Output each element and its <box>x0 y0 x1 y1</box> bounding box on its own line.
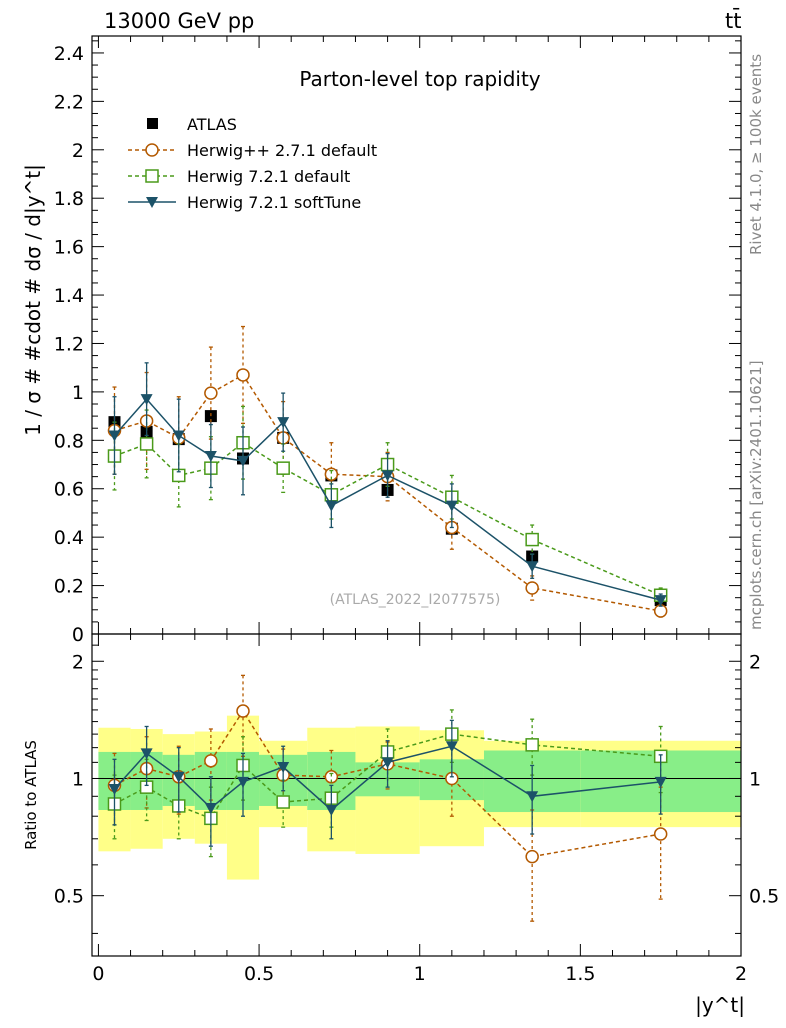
energy-label: 13000 GeV pp <box>104 9 254 33</box>
herwig7-default-point <box>139 437 154 451</box>
herwig7-softtune-point <box>325 500 338 512</box>
y-tick-label: 1 <box>72 382 84 404</box>
ratio-panel: 0.5 0.5 1 1 2 2 <box>54 633 779 957</box>
herwig7-default-ratio-point <box>276 795 290 809</box>
ratio-tick-label: 1 <box>72 768 84 790</box>
herwig7-default-ratio-point <box>525 738 539 752</box>
y-tick-label: 0 <box>72 624 84 646</box>
ratio-tick-label-right: 1 <box>749 768 761 790</box>
herwig7-softtune-point <box>445 500 458 512</box>
herwigpp-ratio-point <box>653 827 668 841</box>
y-tick-label: 2.2 <box>54 91 84 113</box>
legend-marker-herwig7 <box>145 169 159 183</box>
herwig7-softtune-ratio-point <box>325 804 338 816</box>
herwigpp-ratio-point <box>204 754 218 768</box>
herwig7-softtune-ratio-point <box>108 783 121 795</box>
y-tick-label: 0.4 <box>54 527 84 549</box>
y-axis-label: 1 / σ # #cdot # dσ / d|y^t| <box>21 164 45 436</box>
herwig7-softtune-point <box>140 394 153 406</box>
herwig7-softtune-point <box>277 417 290 429</box>
herwigpp-point <box>204 386 218 400</box>
herwigpp-ratio-point <box>236 704 250 718</box>
herwig7-softtune-ratio-point <box>654 776 667 788</box>
herwig7-softtune-point <box>204 451 217 463</box>
rivet-label: Rivet 4.1.0, ≥ 100k events <box>747 54 765 255</box>
ratio-frame <box>91 633 742 957</box>
x-tick-label: 0 <box>92 963 104 985</box>
herwig7-softtune-point <box>381 470 394 482</box>
legend-label-herwig7: Herwig 7.2.1 default <box>187 167 350 186</box>
herwig7-softtune-ratio-point <box>381 757 394 769</box>
y-tick-label: 0.8 <box>54 430 84 452</box>
legend: ATLAS Herwig++ 2.7.1 default Herwig 7.2.… <box>128 115 377 212</box>
y-tick-label: 1.8 <box>54 188 84 210</box>
y-tick-label: 1.2 <box>54 333 84 355</box>
herwigpp-point <box>525 581 539 595</box>
ratio-tick-label: 2 <box>72 651 84 673</box>
mcplots-label: mcplots.cern.ch [arXiv:2401.10621] <box>747 360 765 630</box>
herwig7-default-point <box>276 461 290 475</box>
chart-title: Parton-level top rapidity <box>299 67 540 91</box>
ratio-tick-label: 0.5 <box>54 886 84 908</box>
herwigpp-point <box>236 368 250 382</box>
herwig7-softtune-point <box>654 595 667 607</box>
herwig7-default-point <box>525 532 539 547</box>
herwigpp-ratio-point <box>324 770 339 784</box>
herwig7-softtune-ratio-point <box>526 791 539 803</box>
legend-marker-herwigpp <box>145 143 159 157</box>
legend-marker-softtune <box>146 197 158 208</box>
legend-label-atlas: ATLAS <box>187 115 237 134</box>
y-tick-label: 2 <box>72 140 84 162</box>
x-tick-label: 1 <box>414 963 426 985</box>
y-tick-label: 0.6 <box>54 479 84 501</box>
herwig7-softtune-ratio-point <box>172 771 185 783</box>
herwig7-softtune-point <box>526 561 539 573</box>
x-tick-label: 1.5 <box>565 963 595 985</box>
herwig7-softtune-ratio-point <box>204 802 217 814</box>
y-tick-label: 1.6 <box>54 237 84 259</box>
herwigpp-ratio-point <box>525 849 539 864</box>
process-label: tt̄ <box>725 8 741 33</box>
herwig7-softtune-ratio-point <box>277 762 290 774</box>
ratio-y-axis-label: Ratio to ATLAS <box>22 740 40 850</box>
x-tick-label: 2 <box>735 963 747 985</box>
herwig7-softtune-ratio-point <box>237 776 250 788</box>
ratio-tick-label-right: 2 <box>749 651 761 673</box>
y-tick-label: 1.4 <box>54 285 84 307</box>
legend-marker-atlas <box>147 118 158 129</box>
analysis-label: (ATLAS_2022_I2077575) <box>330 592 501 608</box>
main-panel: 0 0.5 1 1.5 2 0 0.2 0.4 0.6 0.8 1 1.2 1.4 1.6 1.8 2 2.2 2… <box>54 35 747 985</box>
herwig7-softtune-line <box>113 398 661 601</box>
x-axis-label: |y^t| <box>695 993 745 1017</box>
herwig7-default-line <box>114 441 661 596</box>
herwig7-softtune-point <box>237 455 250 467</box>
legend-label-herwigpp: Herwig++ 2.7.1 default <box>187 141 377 160</box>
herwig7-softtune-ratio-point <box>445 741 458 753</box>
x-tick-label: 0.5 <box>244 963 274 985</box>
legend-label-softtune: Herwig 7.2.1 softTune <box>187 193 361 212</box>
herwig7-softtune-point <box>172 430 185 442</box>
herwig7-softtune-ratio-point <box>140 748 153 760</box>
herwigpp-point <box>324 467 339 481</box>
herwig7-softtune-point <box>108 430 121 442</box>
y-tick-label: 2.4 <box>54 43 84 65</box>
herwigpp-line <box>114 373 661 612</box>
y-tick-label: 0.2 <box>54 576 84 598</box>
ratio-tick-label-right: 0.5 <box>749 886 779 908</box>
